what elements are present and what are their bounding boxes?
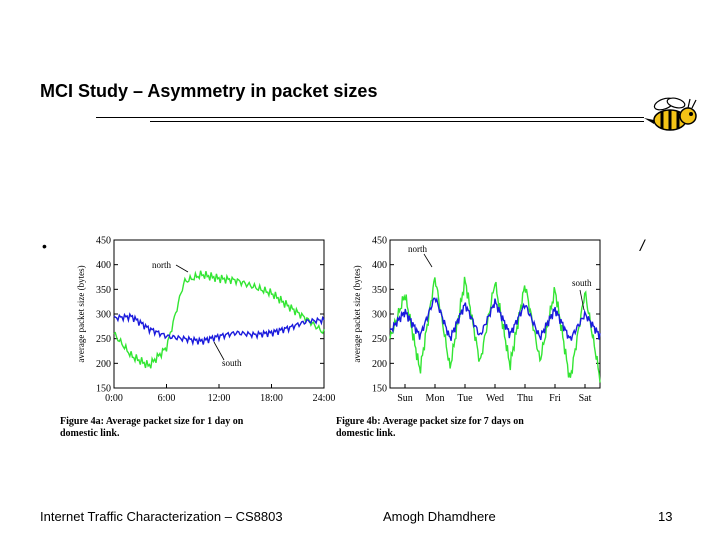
annotation-north: north: [152, 260, 171, 270]
y-tick-label: 400: [96, 260, 111, 271]
figure-caption-4a: Figure 4a: Average packet size for 1 day…: [60, 416, 244, 439]
y-tick-label: 250: [96, 334, 111, 345]
y-axis-label: average packet size (bytes): [352, 265, 362, 362]
y-tick-label: 450: [96, 236, 111, 247]
figure-caption-4b: Figure 4b: Average packet size for 7 day…: [336, 416, 524, 439]
y-axis-label: average packet size (bytes): [76, 265, 86, 362]
annotation-arrow-south: [579, 289, 585, 311]
slide-title: MCI Study – Asymmetry in packet sizes: [40, 81, 378, 101]
x-tick-label: Sat: [579, 393, 592, 404]
x-tick-label: 6:00: [158, 393, 176, 404]
x-tick-label: 0:00: [105, 393, 123, 404]
series-line-north: [113, 270, 325, 369]
x-tick-label: Wed: [486, 393, 504, 404]
annotation-arrow-south: [213, 341, 225, 361]
yellow-jacket-logo-icon: [644, 97, 697, 131]
y-tick-label: 450: [372, 236, 387, 247]
footer-page-number: 13: [658, 509, 673, 524]
chart-1day-packet-size: 150 200 250 300 350 400 450 average packet size…: [76, 236, 336, 405]
footer-author: Amogh Dhamdhere: [383, 509, 496, 524]
x-tick-label: Mon: [426, 393, 445, 404]
annotation-arrow-north: [175, 264, 189, 273]
x-tick-label: Fri: [549, 393, 561, 404]
y-tick-label: 300: [372, 310, 387, 321]
bullet-marker: •: [42, 238, 47, 254]
annotation-south: south: [572, 278, 592, 288]
annotation-south: south: [222, 358, 242, 368]
y-tick-label: 300: [96, 310, 111, 321]
y-tick-label: 350: [372, 285, 387, 296]
series-line-north: [389, 276, 601, 383]
annotation-north: north: [408, 244, 427, 254]
y-tick-label: 400: [372, 260, 387, 271]
x-tick-label: 12:00: [208, 393, 231, 404]
series-line-south: [113, 312, 325, 347]
footer-course-title: Internet Traffic Characterization – CS88…: [40, 509, 283, 524]
series-line-south: [389, 296, 601, 341]
x-tick-label: Tue: [457, 393, 473, 404]
y-tick-label: 200: [372, 359, 387, 370]
y-tick-label: 250: [372, 334, 387, 345]
title-underline: [96, 117, 644, 118]
y-tick-label: 150: [372, 384, 387, 395]
x-tick-label: 18:00: [260, 393, 283, 404]
slash-mark: /: [640, 238, 645, 255]
title-underline-secondary: [150, 121, 644, 122]
y-tick-label: 350: [96, 285, 111, 296]
chart-7day-packet-size: 150 200 250 300 350 400 450 average packet size…: [352, 236, 601, 404]
annotation-arrow-north: [423, 253, 433, 268]
y-tick-label: 200: [96, 359, 111, 370]
y-tick-label: 150: [96, 384, 111, 395]
x-tick-label: Sun: [397, 393, 413, 404]
x-tick-label: Thu: [517, 393, 533, 404]
x-tick-label: 24:00: [313, 393, 336, 404]
